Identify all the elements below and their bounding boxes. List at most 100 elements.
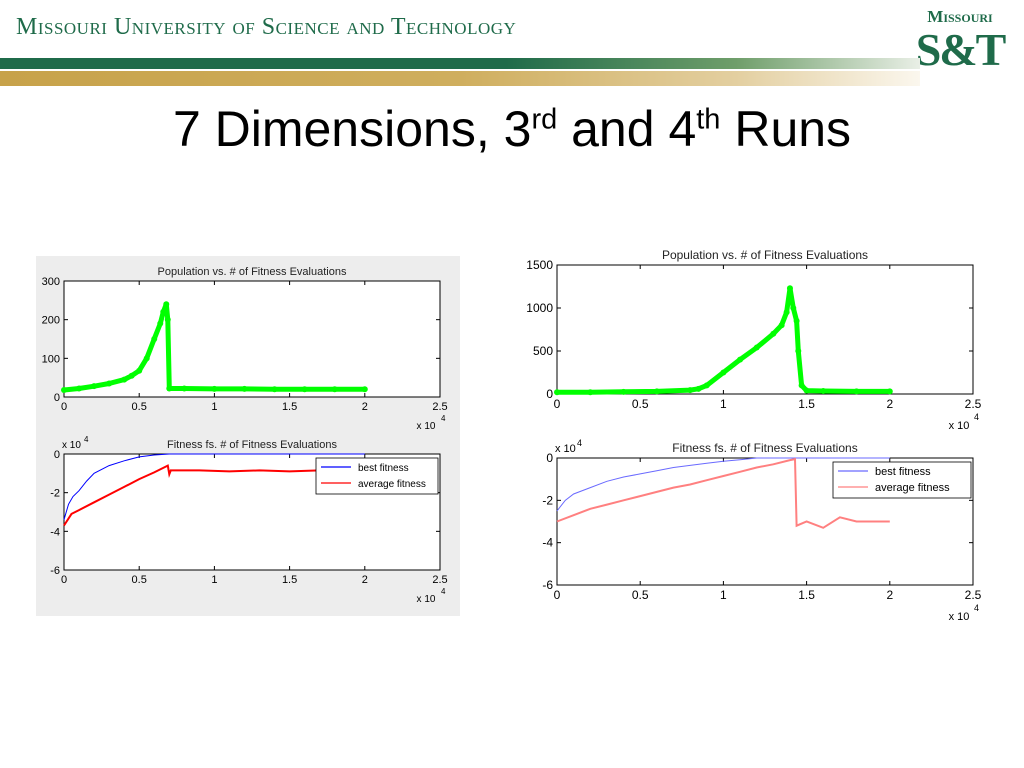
data-point xyxy=(160,308,167,315)
x-tick-label: 0.5 xyxy=(132,401,147,413)
header-gold-stripe xyxy=(0,71,920,86)
x-tick-label: 2 xyxy=(886,397,893,411)
x-tick-label: 2.5 xyxy=(432,574,447,586)
data-point xyxy=(128,372,135,379)
data-point xyxy=(76,385,83,392)
chart-title: Fitness fs. # of Fitness Evaluations xyxy=(167,439,337,451)
y-axis-exponent: 4 xyxy=(84,435,89,444)
data-point xyxy=(798,382,805,389)
y-tick-label: 0 xyxy=(54,392,60,404)
x-tick-label: 0.5 xyxy=(632,397,649,411)
x-tick-label: 2 xyxy=(362,401,368,413)
logo-top-text: Missouri xyxy=(927,7,993,26)
y-tick-label: 300 xyxy=(42,276,60,288)
data-point xyxy=(790,305,797,311)
y-tick-label: 1500 xyxy=(526,258,553,272)
y-tick-label: 0 xyxy=(546,451,553,465)
chart-title: Population vs. # of Fitness Evaluations xyxy=(662,248,868,262)
chart-left-fitness: Fitness fs. # of Fitness Evaluations 0 0.5… xyxy=(50,435,447,605)
y-axis-multiplier: x 10 xyxy=(555,443,576,455)
legend-label: best fitness xyxy=(875,466,931,478)
y-tick-label: -2 xyxy=(50,488,60,500)
chart-right-population: Population vs. # of Fitness Evaluations 0… xyxy=(526,248,982,432)
data-point xyxy=(121,376,128,383)
y-tick-label: 500 xyxy=(533,344,553,358)
data-point xyxy=(886,388,893,395)
x-tick-label: 1 xyxy=(720,397,727,411)
x-axis-multiplier: x 10 xyxy=(949,420,970,432)
university-logo: Missouri S&T xyxy=(910,8,1010,86)
y-tick-label: -4 xyxy=(542,536,553,550)
data-point xyxy=(737,356,744,363)
x-tick-label: 1 xyxy=(211,401,217,413)
y-axis-multiplier: x 10 xyxy=(62,440,81,451)
x-tick-label: 2 xyxy=(362,574,368,586)
legend-label: average fitness xyxy=(358,479,426,490)
data-point xyxy=(143,355,150,362)
x-tick-label: 2 xyxy=(886,588,893,602)
data-point xyxy=(720,369,727,376)
data-point xyxy=(786,285,793,292)
data-point xyxy=(653,388,660,395)
data-point xyxy=(853,388,860,395)
logo-main-text: S&T xyxy=(915,24,1007,75)
data-point xyxy=(695,385,702,392)
x-axis-exponent: 4 xyxy=(974,412,979,422)
x-tick-label: 2.5 xyxy=(965,397,982,411)
population-trace xyxy=(554,285,893,395)
y-tick-label: 0 xyxy=(54,449,60,461)
legend-label: best fitness xyxy=(358,463,409,474)
x-axis-exponent: 4 xyxy=(441,587,446,596)
average-fitness-line xyxy=(556,457,890,529)
y-tick-label: -4 xyxy=(50,526,60,538)
data-point xyxy=(587,389,594,396)
x-axis-multiplier: x 10 xyxy=(417,421,436,430)
y-tick-label: 200 xyxy=(42,315,60,327)
x-tick-label: 1.5 xyxy=(798,588,815,602)
header-green-stripe xyxy=(0,58,920,69)
x-tick-label: 2.5 xyxy=(432,401,447,413)
x-tick-label: 0 xyxy=(554,397,561,411)
data-point xyxy=(778,322,785,329)
y-tick-label: 1000 xyxy=(526,301,553,315)
chart-title: Fitness fs. # of Fitness Evaluations xyxy=(672,441,857,455)
data-point xyxy=(770,330,777,337)
x-tick-label: 1.5 xyxy=(798,397,815,411)
data-point xyxy=(703,382,710,389)
x-axis-multiplier: x 10 xyxy=(949,611,970,623)
data-point xyxy=(554,389,560,396)
data-point xyxy=(211,385,218,392)
chart-right-fitness: Fitness fs. # of Fitness Evaluations 0 0.5… xyxy=(542,438,982,623)
chart-left-population: Population vs. # of Fitness Evaluations 0… xyxy=(42,266,448,430)
x-axis-exponent: 4 xyxy=(441,414,446,423)
legend-box xyxy=(315,457,439,495)
x-tick-label: 0.5 xyxy=(632,588,649,602)
data-point xyxy=(783,309,790,316)
average-fitness-line xyxy=(63,464,365,527)
y-tick-label: -6 xyxy=(50,565,60,577)
x-tick-label: 0 xyxy=(61,401,67,413)
title-superscript-rd: rd xyxy=(531,103,558,136)
data-point xyxy=(181,385,188,392)
data-point xyxy=(136,367,143,374)
data-point xyxy=(795,348,802,354)
y-tick-label: -2 xyxy=(542,493,553,507)
chart-title: Population vs. # of Fitness Evaluations xyxy=(158,266,347,278)
plot-area xyxy=(556,264,974,395)
x-tick-label: 2.5 xyxy=(965,588,982,602)
data-point xyxy=(361,386,368,393)
x-axis-exponent: 4 xyxy=(974,603,979,613)
x-tick-label: 1 xyxy=(211,574,217,586)
data-point xyxy=(166,385,173,392)
data-point xyxy=(163,301,170,308)
best-fitness-line xyxy=(63,453,365,520)
x-axis-multiplier: x 10 xyxy=(417,594,436,605)
data-point xyxy=(164,316,171,323)
x-tick-label: 0 xyxy=(554,588,561,602)
y-tick-label: -6 xyxy=(542,578,553,592)
data-point xyxy=(271,386,278,393)
data-point xyxy=(151,336,158,342)
x-tick-label: 1 xyxy=(720,588,727,602)
x-tick-label: 1.5 xyxy=(282,401,297,413)
data-point xyxy=(820,387,827,394)
